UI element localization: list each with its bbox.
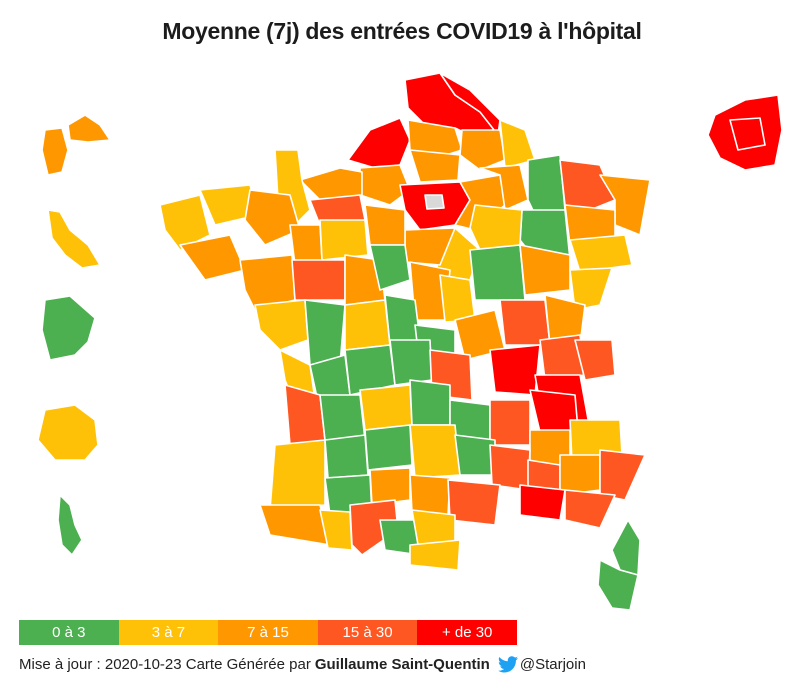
department-vendee[interactable]: [254, 299, 309, 351]
department-lot-et-garonne[interactable]: [324, 434, 369, 479]
ile-de-france-inset: [707, 94, 783, 171]
department-indre[interactable]: [384, 294, 421, 346]
department-moselle[interactable]: [559, 159, 616, 211]
update-text: Mise à jour : 2020-10-23 Carte Générée p…: [19, 656, 311, 673]
footer: Mise à jour : 2020-10-23 Carte Générée p…: [19, 656, 586, 673]
department-jura[interactable]: [499, 299, 551, 346]
department-ille-et-vilaine[interactable]: [244, 189, 301, 246]
legend-label: + de 30: [441, 624, 493, 641]
twitter-bird-icon[interactable]: [497, 656, 518, 673]
department-pyrenees-orientales[interactable]: [409, 539, 461, 571]
department-marne[interactable]: [479, 164, 529, 211]
department-mayenne[interactable]: [289, 224, 323, 266]
department-herault[interactable]: [447, 479, 501, 526]
legend-item-15-30: 15 à 30: [317, 620, 418, 645]
department-dordogne[interactable]: [319, 394, 366, 441]
department-corse-du-sud[interactable]: [597, 559, 639, 611]
department-la-reunion[interactable]: [37, 404, 99, 461]
department-nievre[interactable]: [439, 274, 476, 323]
department-guadeloupe[interactable]: [41, 114, 111, 176]
department-territoire-belfort[interactable]: [569, 267, 613, 311]
department-tarn[interactable]: [409, 474, 451, 516]
department-haute-garonne[interactable]: [349, 499, 399, 556]
overseas-departments: [37, 114, 111, 556]
legend-label: 15 à 30: [342, 624, 393, 641]
legend-item-30-plus: + de 30: [417, 620, 517, 645]
department-haute-savoie[interactable]: [574, 339, 616, 381]
department-tarn-et-garonne[interactable]: [369, 467, 411, 506]
department-var[interactable]: [564, 489, 616, 529]
department-martinique[interactable]: [47, 209, 101, 269]
department-ardeche[interactable]: [489, 399, 531, 446]
department-aude[interactable]: [411, 509, 456, 546]
legend-label: 3 à 7: [151, 624, 186, 641]
legend-item-0-3: 0 à 3: [19, 620, 119, 645]
author-name[interactable]: Guillaume Saint-Quentin: [314, 656, 490, 673]
department-deux-sevres[interactable]: [304, 299, 346, 366]
department-cantal[interactable]: [409, 379, 451, 426]
department-correze[interactable]: [359, 384, 413, 431]
department-creuse[interactable]: [389, 339, 433, 386]
department-alpes-hte-provence[interactable]: [559, 454, 601, 496]
department-vosges[interactable]: [569, 234, 633, 273]
department-cote-d-or[interactable]: [469, 244, 526, 301]
department-aisne[interactable]: [459, 129, 506, 171]
department-alpes-maritimes[interactable]: [599, 449, 646, 501]
department-sarthe[interactable]: [319, 219, 369, 261]
department-vienne[interactable]: [344, 299, 391, 351]
department-maine-et-loire[interactable]: [291, 259, 346, 301]
department-paris-inset[interactable]: [729, 117, 766, 151]
department-gironde[interactable]: [284, 384, 326, 446]
department-seine-maritime[interactable]: [347, 117, 411, 169]
department-haute-saone[interactable]: [519, 244, 571, 296]
department-bouches-du-rhone[interactable]: [519, 484, 566, 521]
department-loir-et-cher[interactable]: [369, 244, 411, 291]
department-haute-corse[interactable]: [611, 519, 641, 576]
color-legend: 0 à 3 3 à 7 7 à 15 15 à 30 + de 30: [19, 620, 517, 645]
mainland-france: [159, 72, 651, 571]
department-guyane[interactable]: [41, 295, 96, 361]
department-gard[interactable]: [489, 444, 531, 491]
department-aube[interactable]: [469, 204, 523, 251]
department-oise[interactable]: [409, 149, 461, 183]
france-department-map: [37, 72, 783, 611]
department-landes[interactable]: [269, 439, 326, 511]
department-loire[interactable]: [489, 344, 541, 396]
legend-item-3-7: 3 à 7: [118, 620, 219, 645]
twitter-handle[interactable]: @Starjoin: [519, 656, 586, 673]
department-bas-rhin[interactable]: [599, 174, 651, 236]
department-hautes-pyrenees[interactable]: [319, 509, 353, 551]
department-lot[interactable]: [364, 424, 413, 471]
legend-label: 7 à 15: [247, 624, 289, 641]
corsica: [597, 519, 641, 611]
department-lozere[interactable]: [454, 434, 496, 476]
department-mayotte[interactable]: [57, 494, 83, 556]
map-title: Moyenne (7j) des entrées COVID19 à l'hôp…: [162, 18, 642, 44]
department-calvados[interactable]: [299, 167, 363, 201]
department-aveyron[interactable]: [409, 424, 461, 479]
department-paris-petite-couronne[interactable]: [424, 194, 445, 210]
department-eure-et-loir[interactable]: [364, 204, 406, 246]
legend-item-7-15: 7 à 15: [218, 620, 318, 645]
legend-label: 0 à 3: [52, 624, 86, 641]
